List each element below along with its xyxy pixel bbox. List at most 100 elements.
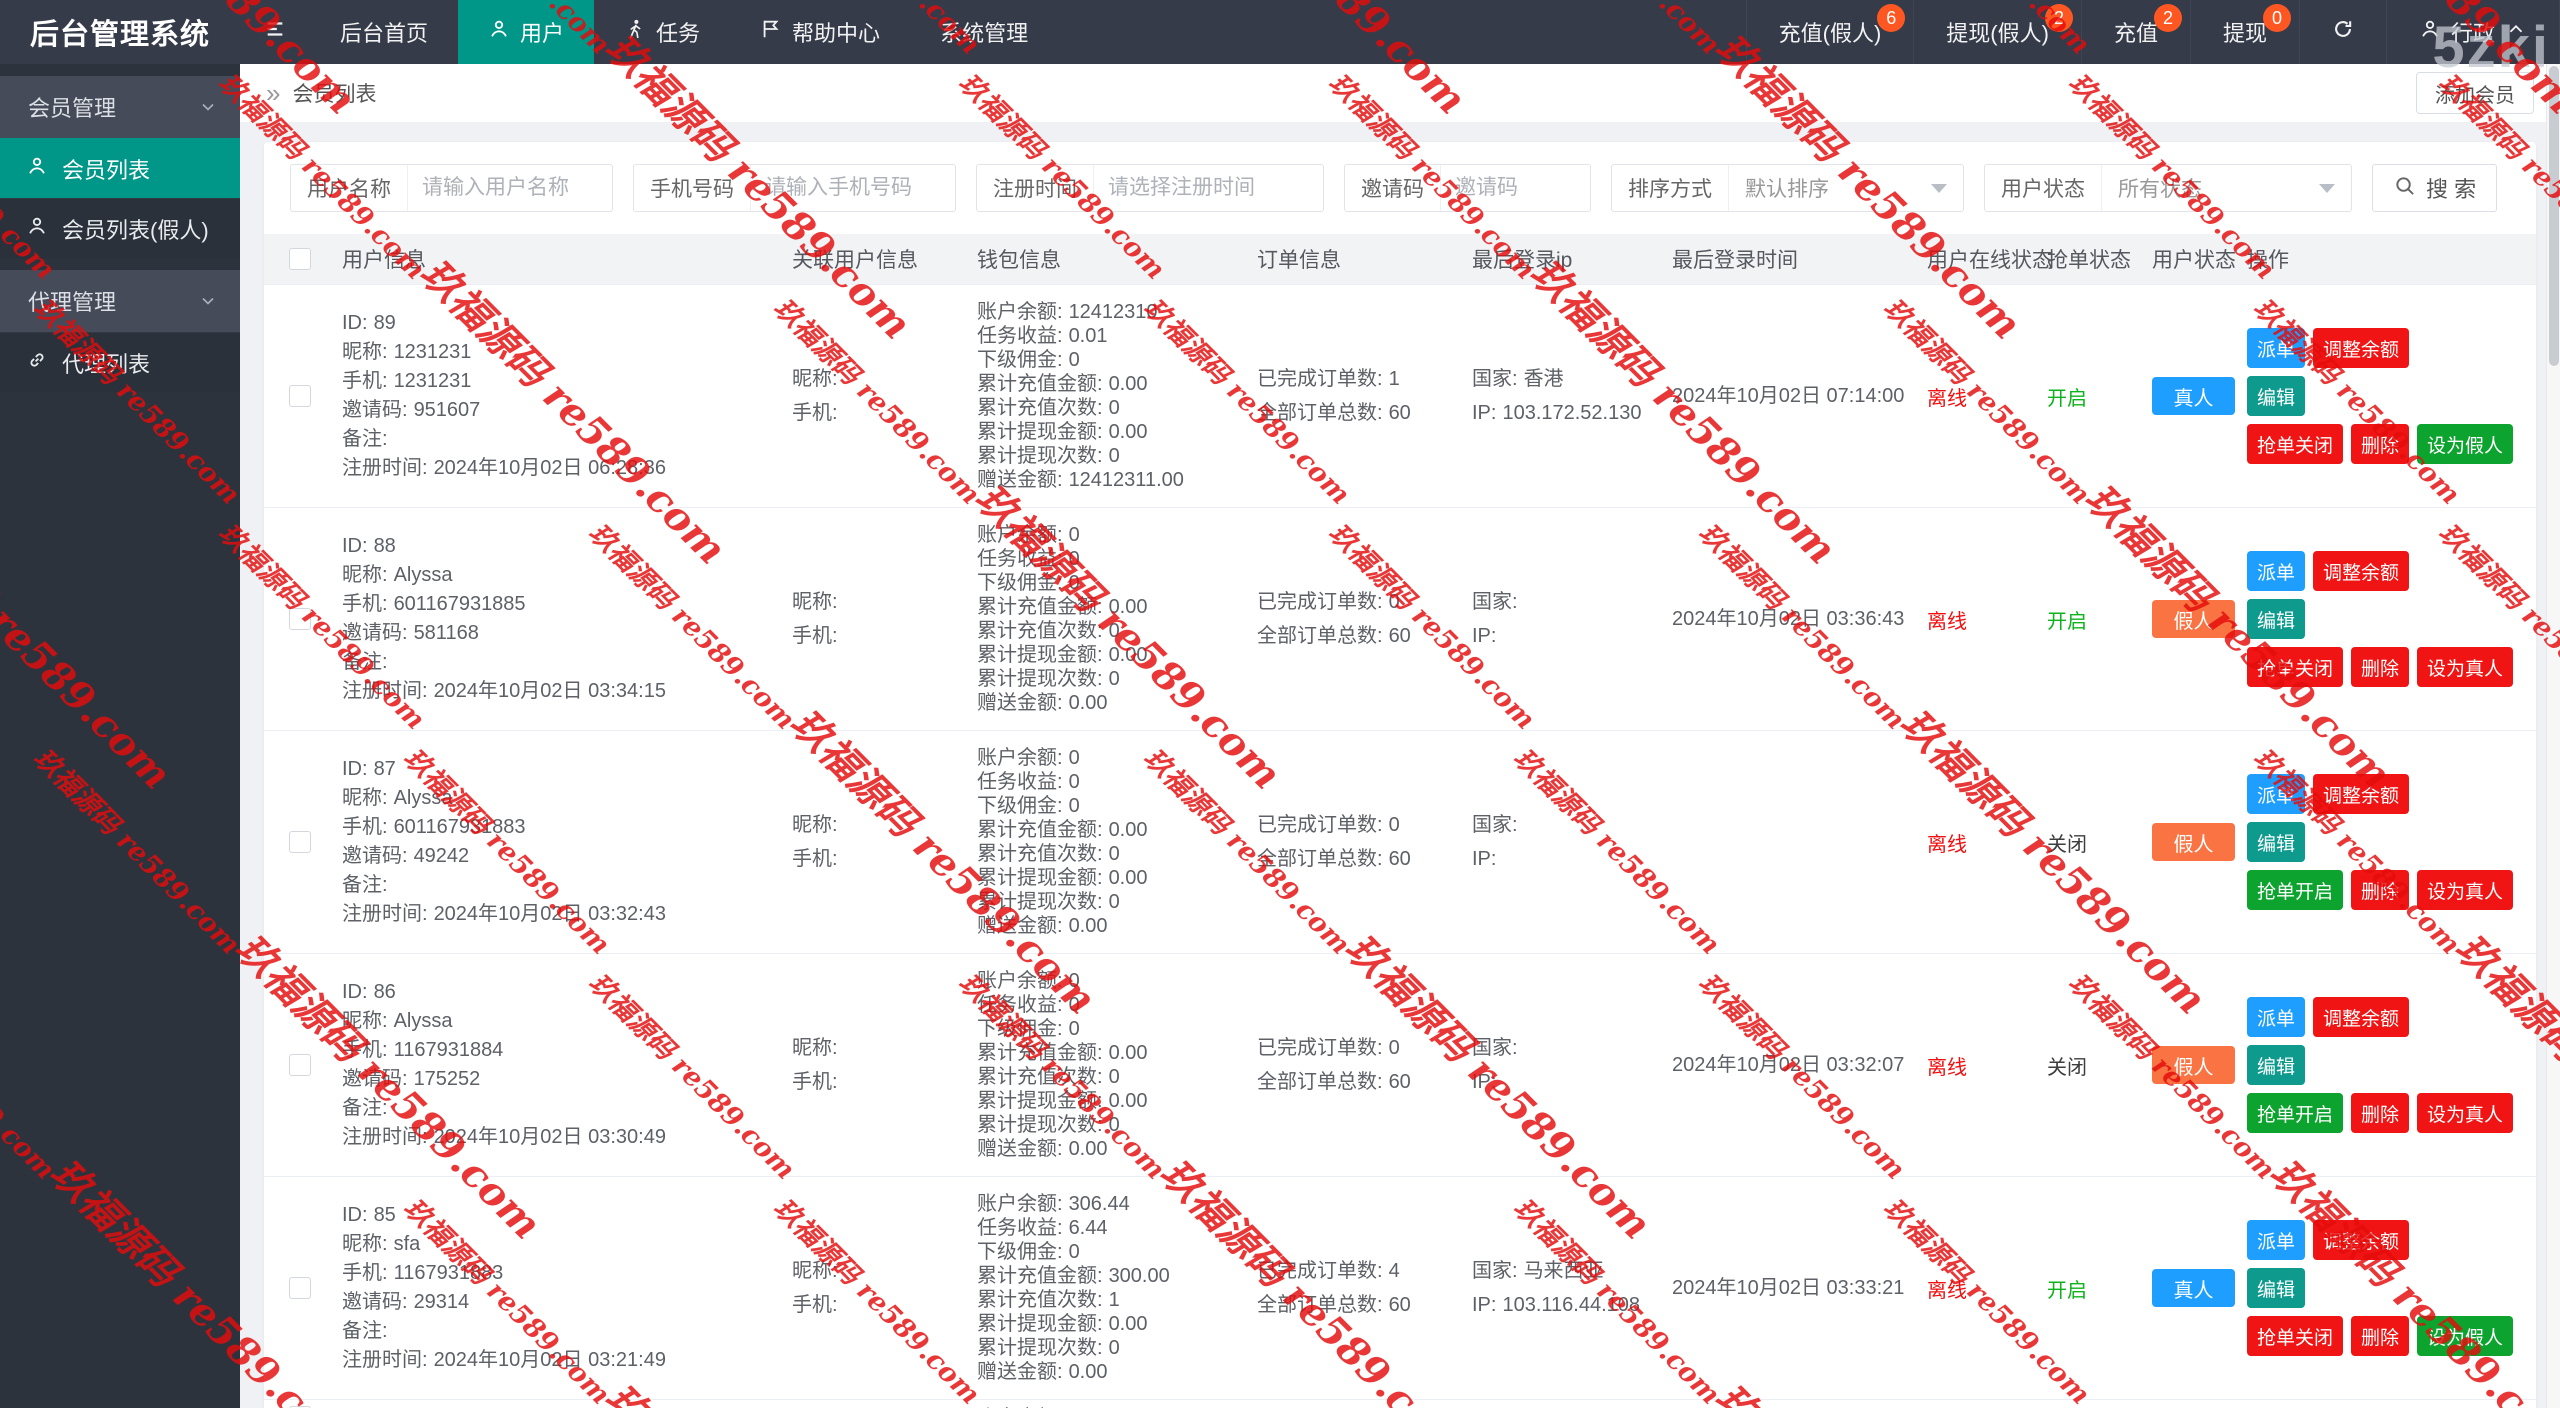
sidebar-item-member-list[interactable]: 会员列表 bbox=[0, 138, 240, 198]
edit-button[interactable]: 编辑 bbox=[2247, 1045, 2306, 1085]
recharge-fake-badge: 6 bbox=[1877, 4, 1906, 32]
value-task-income: 0 bbox=[1068, 548, 1080, 570]
set-role-button[interactable]: 设为假人 bbox=[2417, 1316, 2514, 1356]
nav-withdraw-fake[interactable]: 提现(假人) 2 bbox=[1913, 0, 2081, 64]
col-header-wallet: 钱包信息 bbox=[977, 249, 1061, 272]
value-orders-completed: 0 bbox=[1388, 814, 1400, 836]
label-phone: 手机: bbox=[342, 593, 388, 615]
value-phone: 1167931884 bbox=[393, 1039, 504, 1061]
rob-toggle-button[interactable]: 抢单关闭 bbox=[2247, 647, 2344, 687]
delete-button[interactable]: 删除 bbox=[2351, 647, 2410, 687]
invite-code-input[interactable] bbox=[1440, 165, 1590, 211]
regtime-input[interactable] bbox=[1093, 165, 1323, 211]
sidebar-group-members[interactable]: 会员管理 bbox=[0, 76, 240, 138]
label-country: 国家: bbox=[1472, 1037, 1518, 1059]
set-role-button[interactable]: 设为假人 bbox=[2417, 424, 2514, 464]
label-related-nickname: 昵称: bbox=[792, 591, 838, 613]
nav-item-users[interactable]: 用户 bbox=[458, 0, 595, 64]
username-input[interactable] bbox=[407, 165, 612, 211]
rob-toggle-button[interactable]: 抢单开启 bbox=[2247, 1093, 2344, 1133]
select-all-checkbox[interactable] bbox=[289, 248, 311, 270]
last-login-ip-cell: 国家: IP: bbox=[1466, 508, 1666, 730]
add-member-button[interactable]: 添加会员 bbox=[2416, 72, 2534, 114]
adjust-balance-button[interactable]: 调整余额 bbox=[2313, 997, 2410, 1037]
search-icon bbox=[2393, 174, 2416, 203]
wallet-info-cell: 账户余额:0任务收益:下级佣金:累计充值金额:累计充值次数:累计提现金额:累计提… bbox=[971, 1400, 1251, 1408]
dispatch-button[interactable]: 派单 bbox=[2247, 328, 2306, 368]
set-role-button[interactable]: 设为真人 bbox=[2417, 1093, 2514, 1133]
nav-item-system[interactable]: 系统管理 bbox=[940, 21, 1029, 46]
user-icon bbox=[26, 155, 48, 183]
label-orders-total: 全部订单总数: bbox=[1257, 625, 1383, 647]
label-orders-completed: 已完成订单数: bbox=[1257, 1037, 1383, 1059]
rob-toggle-button[interactable]: 抢单开启 bbox=[2247, 870, 2344, 910]
menu-toggle[interactable] bbox=[240, 0, 310, 64]
edit-button[interactable]: 编辑 bbox=[2247, 1268, 2306, 1308]
sort-select[interactable]: 默认排序 bbox=[1728, 165, 1963, 211]
label-related-nickname: 昵称: bbox=[792, 1037, 838, 1059]
label-recharge-amount: 累计充值金额: bbox=[977, 373, 1103, 395]
set-role-button[interactable]: 设为真人 bbox=[2417, 647, 2514, 687]
dispatch-button[interactable]: 派单 bbox=[2247, 1220, 2306, 1260]
nav-item-help[interactable]: 帮助中心 bbox=[730, 0, 910, 64]
dispatch-button[interactable]: 派单 bbox=[2247, 551, 2306, 591]
delete-button[interactable]: 删除 bbox=[2351, 424, 2410, 464]
value-invite-code: 49242 bbox=[413, 845, 470, 867]
scrollbar-thumb[interactable] bbox=[2549, 66, 2559, 366]
status-select[interactable]: 所有状态 bbox=[2101, 165, 2351, 211]
nav-recharge[interactable]: 充值 2 bbox=[2080, 0, 2190, 64]
delete-button[interactable]: 删除 bbox=[2351, 1316, 2410, 1356]
sidebar-item-agent-list[interactable]: 代理列表 bbox=[0, 332, 240, 392]
dispatch-button[interactable]: 派单 bbox=[2247, 997, 2306, 1037]
search-button[interactable]: 搜 索 bbox=[2372, 164, 2498, 212]
nav-withdraw[interactable]: 提现 0 bbox=[2189, 0, 2299, 64]
row-checkbox[interactable] bbox=[289, 1054, 311, 1076]
edit-button[interactable]: 编辑 bbox=[2247, 376, 2306, 416]
row-checkbox[interactable] bbox=[289, 385, 311, 407]
row-checkbox[interactable] bbox=[289, 1277, 311, 1299]
nav-recharge-fake[interactable]: 充值(假人) 6 bbox=[1745, 0, 1914, 64]
breadcrumb-marker-icon: » bbox=[266, 78, 281, 108]
label-invite-code: 邀请码: bbox=[342, 1291, 408, 1313]
table-body: ID: 89 昵称: 1231231 手机: 1231231 邀请码: 951607 备注: 注册… bbox=[264, 284, 2536, 1408]
edit-button[interactable]: 编辑 bbox=[2247, 822, 2306, 862]
sidebar-item-member-list-fake[interactable]: 会员列表(假人) bbox=[0, 198, 240, 258]
adjust-balance-button[interactable]: 调整余额 bbox=[2313, 774, 2410, 814]
value-phone: 601167931883 bbox=[393, 816, 526, 838]
label-recharge-amount: 累计充值金额: bbox=[977, 1042, 1103, 1064]
value-orders-completed: 0 bbox=[1388, 591, 1400, 613]
online-status: 离线 bbox=[1927, 1056, 1967, 1079]
last-login-time: 2024年10月02日 03:36:43 bbox=[1672, 608, 1905, 630]
nav-item-tasks[interactable]: 任务 bbox=[594, 0, 730, 64]
refresh-button[interactable] bbox=[2298, 0, 2386, 64]
label-related-nickname: 昵称: bbox=[792, 1260, 838, 1282]
row-checkbox[interactable] bbox=[289, 608, 311, 630]
rob-toggle-button[interactable]: 抢单关闭 bbox=[2247, 1316, 2344, 1356]
delete-button[interactable]: 删除 bbox=[2351, 1093, 2410, 1133]
chevron-down-icon bbox=[198, 291, 218, 311]
dispatch-button[interactable]: 派单 bbox=[2247, 774, 2306, 814]
value-withdraw-amount: 0.00 bbox=[1108, 1090, 1148, 1112]
value-task-income: 6.44 bbox=[1068, 1217, 1108, 1239]
row-checkbox[interactable] bbox=[289, 1406, 311, 1408]
row-checkbox[interactable] bbox=[289, 831, 311, 853]
label-orders-total: 全部订单总数: bbox=[1257, 1294, 1383, 1316]
rob-toggle-button[interactable]: 抢单关闭 bbox=[2247, 424, 2344, 464]
adjust-balance-button[interactable]: 调整余额 bbox=[2313, 1220, 2410, 1260]
value-recharge-amount: 300.00 bbox=[1108, 1265, 1170, 1287]
adjust-balance-button[interactable]: 调整余额 bbox=[2313, 328, 2410, 368]
sidebar-group-agents[interactable]: 代理管理 bbox=[0, 270, 240, 332]
rob-status-cell: 开启 bbox=[2041, 1177, 2146, 1399]
phone-input[interactable] bbox=[750, 165, 955, 211]
nav-item-home[interactable]: 后台首页 bbox=[340, 21, 429, 46]
wallet-info-cell: 账户余额: 306.44 任务收益: 6.44 下级佣金: 0 累计充值金额: 300.00 累… bbox=[971, 1177, 1251, 1399]
top-navbar: 后台管理系统 后台首页 用户 任务 帮助中心 系统管理 充值(假人) 6 提现(… bbox=[0, 0, 2560, 80]
user-dropdown[interactable]: 行政 bbox=[2385, 0, 2560, 64]
adjust-balance-button[interactable]: 调整余额 bbox=[2313, 551, 2410, 591]
label-recharge-count: 累计充值次数: bbox=[977, 843, 1103, 865]
delete-button[interactable]: 删除 bbox=[2351, 870, 2410, 910]
label-withdraw-count: 累计提现次数: bbox=[977, 668, 1103, 690]
label-remark: 备注: bbox=[342, 428, 388, 450]
set-role-button[interactable]: 设为真人 bbox=[2417, 870, 2514, 910]
edit-button[interactable]: 编辑 bbox=[2247, 599, 2306, 639]
